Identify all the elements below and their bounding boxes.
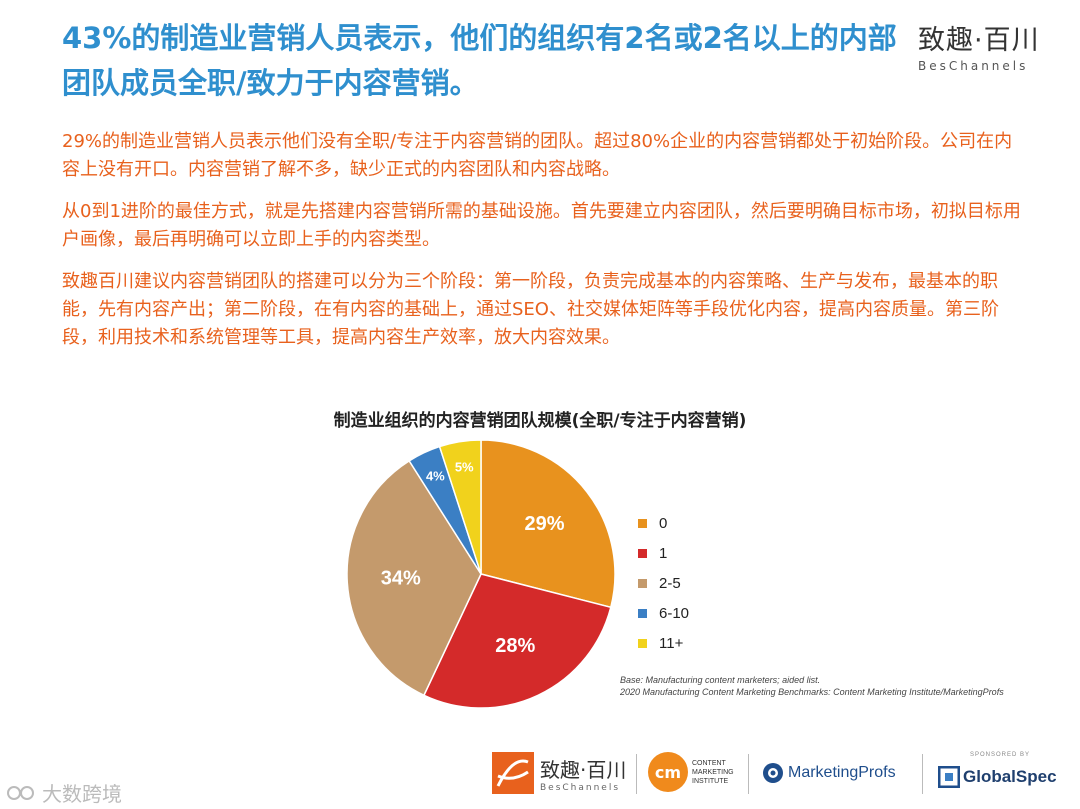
legend-label: 1 [659,544,668,562]
cmi-line-1: CONTENT [692,759,726,767]
footer-brand-cn: 致趣·百川 [540,757,627,782]
footer-brand-en: BesChannels [540,782,621,793]
legend-swatch [638,548,647,558]
cmi-logo: cm CONTENT MARKETING INSTITUTE [648,752,734,792]
paragraph-2: 从0到1进阶的最佳方式，就是先搭建内容营销所需的基础设施。首先要建立内容团队，然… [62,201,1021,250]
footer-divider [636,754,637,794]
watermark-icon [7,785,34,800]
legend-item-0: 0 [638,508,689,538]
legend-item-2-5: 2-5 [638,568,689,598]
sponsored-by-label: SPONSORED BY [970,752,1031,758]
base-note: Base: Manufacturing content marketers; a… [620,675,821,685]
pie-slice-1 [422,573,612,709]
globalspec-logo: GlobalSpec [938,766,1057,788]
cmi-mark-icon: cm [648,752,688,792]
footer-divider [748,754,749,794]
beschannels-logo: 致趣·百川 BesChannels [492,752,626,794]
pie-label-2-5: 34% [381,567,421,589]
paragraph-3: 致趣百川建议内容营销团队的搭建可以分为三个阶段：第一阶段，负责完成基本的内容策略… [62,271,999,348]
chart-legend: 0 1 2-5 6-10 11+ [638,508,689,658]
chart-title: 制造业组织的内容营销团队规模(全职/专注于内容营销) [333,411,747,431]
legend-label: 11+ [659,634,684,652]
body-text: 29%的制造业营销人员表示他们没有全职/专注于内容营销的团队。超过80%企业的内… [62,128,1022,366]
footer-logos: 致趣·百川 BesChannels cm CONTENT MARKETING I… [0,738,1080,809]
globalspec-mark-icon [938,766,960,788]
legend-label: 2-5 [659,574,681,592]
source-note: 2020 Manufacturing Content Marketing Ben… [620,687,1004,697]
legend-swatch [638,638,647,648]
paragraph-1: 29%的制造业营销人员表示他们没有全职/专注于内容营销的团队。超过80%企业的内… [62,131,1013,180]
brand-logo: 致趣·百川 BesChannels [918,18,1058,73]
legend-item-11+: 11+ [638,628,689,658]
pie-slice-11+ [438,439,482,575]
globalspec-name: GlobalSpec [963,767,1057,786]
pie-label-11+: 5% [455,460,474,475]
legend-item-6-10: 6-10 [638,598,689,628]
footer-divider [922,754,923,794]
pie-label-6-10: 4% [426,468,445,483]
cmi-line-3: INSTITUTE [692,777,729,785]
legend-label: 6-10 [659,604,690,622]
watermark: 大数跨境 [6,778,122,807]
brand-name-cn: 致趣·百川 [918,25,1040,56]
legend-swatch [638,578,647,588]
pie-label-1: 28% [495,635,535,657]
marketingprofs-name: MarketingProfs [788,764,896,781]
marketingprofs-logo: MarketingProfs [762,762,896,784]
legend-swatch [638,518,647,528]
legend-label: 0 [659,514,668,532]
legend-swatch [638,608,647,618]
brand-name-en: BesChannels [918,59,1029,73]
page-title: 43%的制造业营销人员表示，他们的组织有2名或2名以上的内部团队成员全职/致力于… [62,21,897,100]
cmi-line-2: MARKETING [692,768,734,776]
pie-slice-0 [480,439,616,609]
pie-label-0: 29% [525,513,565,535]
pie-slice-2-5 [346,459,482,697]
legend-item-1: 1 [638,538,689,568]
chart-source-note: Base: Manufacturing content marketers; a… [620,674,1004,698]
beschannels-mark-icon [492,752,534,794]
watermark-text: 大数跨境 [42,782,122,806]
marketingprofs-mark-icon [763,763,783,783]
